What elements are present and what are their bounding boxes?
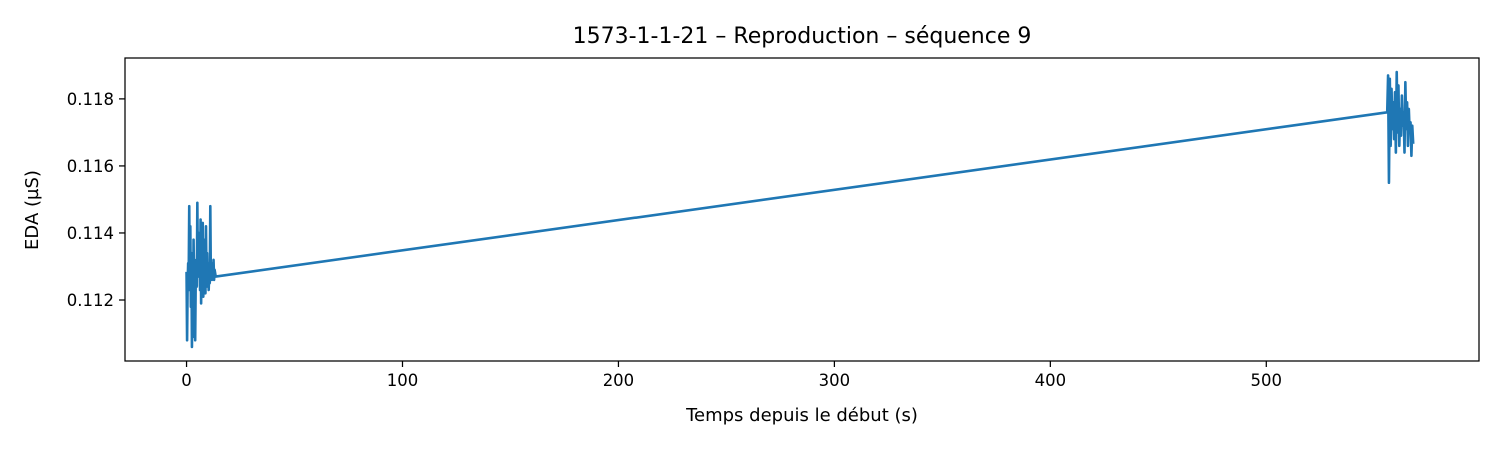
y-tick-label: 0.116 — [67, 157, 114, 176]
plot-area — [185, 70, 1415, 349]
y-axis-label: EDA (µS) — [22, 170, 43, 250]
y-axis: 0.112 0.114 0.116 0.118 — [67, 90, 125, 310]
series-line-0 — [185, 70, 1415, 349]
x-axis: 0 100 200 300 400 500 — [181, 361, 1282, 390]
x-tick-label: 300 — [819, 371, 851, 390]
x-tick-label: 500 — [1251, 371, 1283, 390]
x-tick-label: 200 — [603, 371, 635, 390]
x-axis-label: Temps depuis le début (s) — [685, 405, 918, 426]
plot-frame — [124, 57, 1480, 362]
y-tick-label: 0.118 — [67, 90, 114, 109]
x-tick-label: 400 — [1035, 371, 1067, 390]
chart-title: 1573-1-1-21 – Reproduction – séquence 9 — [573, 24, 1032, 49]
y-tick-label: 0.112 — [67, 291, 114, 310]
x-tick-label: 100 — [387, 371, 419, 390]
x-tick-label: 0 — [181, 371, 192, 390]
y-tick-label: 0.114 — [67, 224, 114, 243]
